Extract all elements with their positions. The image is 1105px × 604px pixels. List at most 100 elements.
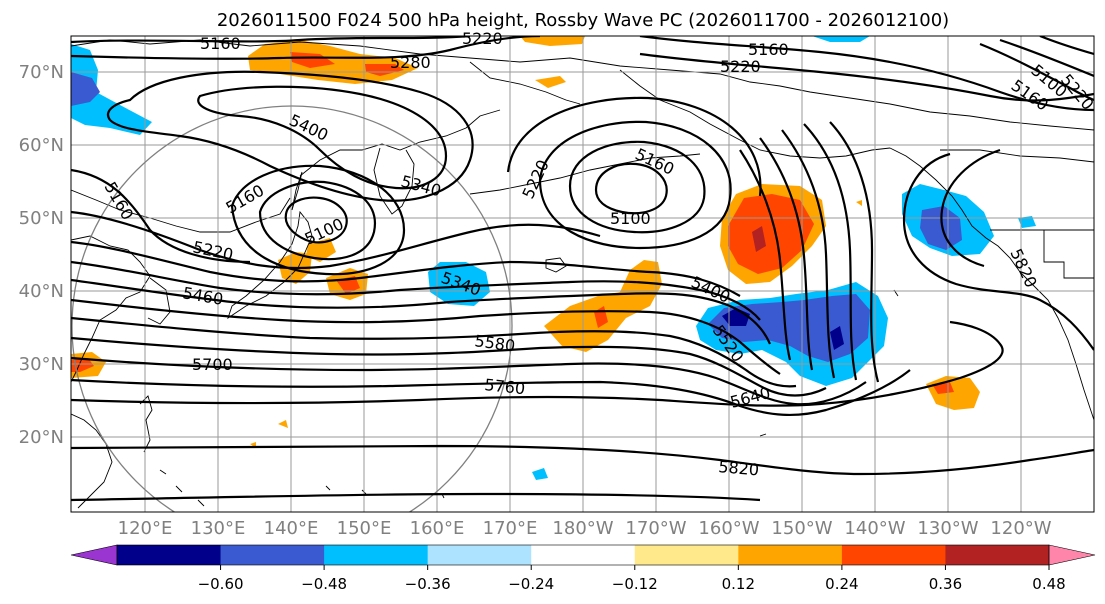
- contour-line: [999, 38, 1094, 78]
- colorbar-swatch: [738, 545, 843, 565]
- contour-line: [940, 148, 1001, 268]
- contour-line: [71, 356, 867, 406]
- okhotsk-coast: [299, 109, 501, 177]
- lon-label: 150°E: [337, 518, 392, 539]
- contour-line: [979, 42, 1094, 102]
- contour-line: [71, 444, 1094, 476]
- contour-line: [197, 85, 448, 190]
- colorbar-tick-label: 0.48: [1032, 575, 1065, 593]
- negative-anomaly-region: [830, 326, 844, 350]
- colorbar-swatch: [324, 545, 429, 565]
- lat-label: 30°N: [19, 354, 64, 375]
- colorbar-swatch: [945, 545, 1050, 565]
- asia-coast: [71, 235, 151, 383]
- colorbar-extend-low: [70, 544, 118, 566]
- positive-anomaly-region: [535, 76, 566, 88]
- contour-label: 5160: [748, 40, 789, 59]
- contour-line: [71, 492, 761, 502]
- contour-line: [1039, 36, 1094, 56]
- contour-label: 5100: [610, 209, 651, 228]
- contour-line: [71, 168, 251, 264]
- lat-label: 50°N: [19, 208, 64, 229]
- colorbar-swatch: [841, 545, 946, 565]
- colorbar-tick-label: −0.24: [508, 575, 554, 593]
- contour-line: [71, 298, 781, 375]
- colorbar-tick-label: 0.24: [825, 575, 858, 593]
- height-contours: [71, 36, 1094, 502]
- lat-label: 20°N: [19, 427, 64, 448]
- positive-anomaly-region: [752, 226, 766, 252]
- contour-line: [568, 140, 706, 234]
- lon-label: 130°W: [917, 518, 978, 539]
- lat-label: 70°N: [19, 62, 64, 83]
- colorbar-swatch: [634, 545, 739, 565]
- contour-line: [538, 120, 732, 250]
- contour-label: 5700: [192, 355, 233, 374]
- contour-label: 5220: [720, 57, 761, 76]
- lon-label: 160°E: [410, 518, 465, 539]
- colorbar-extend-high: [1048, 544, 1096, 566]
- contour-line: [759, 137, 814, 371]
- colorbar-tick-label: −0.36: [405, 575, 451, 593]
- contour-line: [739, 149, 792, 361]
- lat-label: 40°N: [19, 281, 64, 302]
- chukotka-coast: [469, 61, 581, 105]
- contour-line: [902, 152, 1094, 351]
- contour-line: [71, 260, 761, 321]
- map-title: 2026011500 F024 500 hPa height, Rossby W…: [217, 10, 949, 31]
- contour-line: [71, 278, 772, 345]
- contour-line: [71, 316, 797, 388]
- indochina-coast: [71, 413, 113, 509]
- negative-anomaly-region: [1018, 216, 1036, 228]
- lon-label: 180°W: [552, 518, 613, 539]
- contour-line: [284, 196, 348, 244]
- lat-label: 60°N: [19, 135, 64, 156]
- contour-line: [71, 320, 1004, 407]
- contour-line: [829, 121, 880, 383]
- lon-label: 170°W: [625, 518, 686, 539]
- lon-label: 140°E: [264, 518, 319, 539]
- us-interior: [1043, 230, 1094, 279]
- colorbar-frame: [116, 544, 1050, 566]
- lon-label: 160°W: [698, 518, 759, 539]
- colorbar-tick-label: −0.12: [612, 575, 658, 593]
- contour-line: [506, 96, 762, 197]
- colorbar-swatch: [531, 545, 636, 565]
- contour-line: [639, 52, 1094, 102]
- colorbar-swatch: [117, 545, 222, 565]
- positive-anomaly-region: [728, 194, 814, 274]
- positive-anomaly-region: [278, 420, 288, 428]
- contour-line: [639, 36, 1094, 112]
- positive-anomaly-region: [306, 238, 336, 262]
- positive-anomaly-region: [365, 64, 404, 76]
- negative-anomaly-region: [428, 262, 490, 306]
- contour-label: 5220: [462, 29, 503, 48]
- kamchatka-coast: [373, 147, 415, 215]
- colorbar: −0.60 −0.48 −0.36 −0.24 −0.12 0.12 0.24 0.36 0.4…: [70, 544, 1096, 593]
- contour-line: [106, 70, 474, 202]
- reference-circle: [71, 105, 513, 512]
- colorbar-swatch: [427, 545, 532, 565]
- lon-label: 130°E: [191, 518, 246, 539]
- contour-line: [594, 162, 668, 215]
- negative-anomaly-region: [532, 468, 548, 480]
- contour-line: [71, 210, 601, 270]
- philippines-coast: [139, 395, 153, 453]
- negative-anomaly-region: [812, 36, 870, 42]
- lon-label: 120°E: [118, 518, 173, 539]
- contour-line: [258, 180, 377, 261]
- positive-anomaly-region: [856, 200, 862, 206]
- latitude-labels: 70°N 60°N 50°N 40°N 30°N 20°N: [19, 62, 64, 448]
- lon-label: 150°W: [771, 518, 832, 539]
- bc-coast: [889, 147, 1094, 421]
- contour-label: 5280: [390, 53, 431, 72]
- positive-anomaly-region: [520, 36, 585, 46]
- contour-line: [803, 123, 858, 381]
- negative-anomaly-region: [920, 206, 962, 250]
- sakhalin-coast: [291, 171, 303, 211]
- negative-anomaly-region: [71, 72, 100, 106]
- lon-label: 140°W: [844, 518, 905, 539]
- contour-line: [71, 336, 827, 397]
- canada-interior: [940, 149, 1094, 163]
